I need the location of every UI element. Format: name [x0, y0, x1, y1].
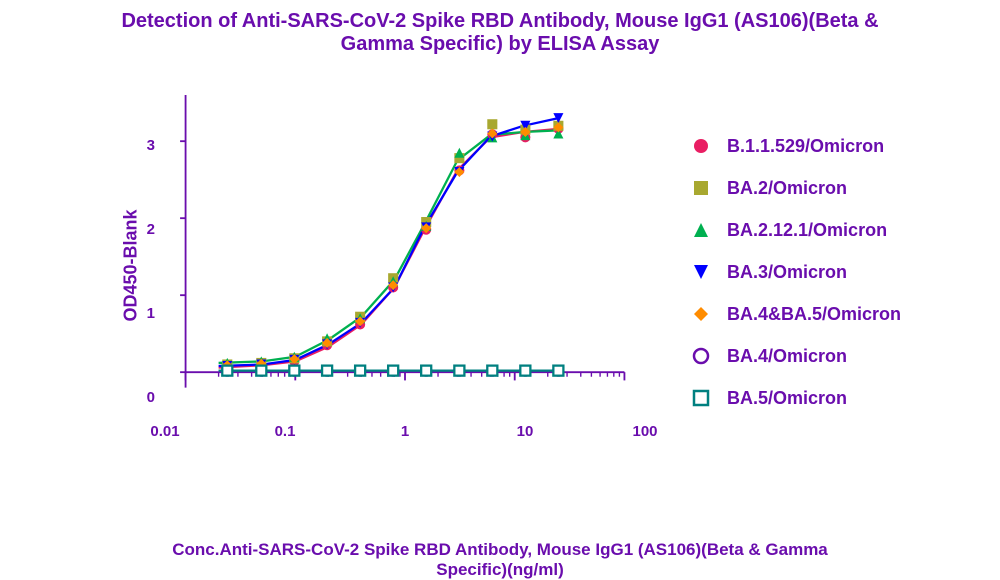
legend-label: BA.2/Omicron — [727, 178, 847, 199]
chart-container: Detection of Anti-SARS-CoV-2 Spike RBD A… — [0, 0, 1000, 565]
legend-marker-icon — [690, 345, 712, 367]
legend-marker-icon — [690, 303, 712, 325]
legend-item: BA.2/Omicron — [690, 177, 980, 199]
y-tick: 2 — [125, 221, 155, 238]
chart-title: Detection of Anti-SARS-CoV-2 Spike RBD A… — [0, 10, 1000, 56]
legend-marker-icon — [690, 135, 712, 157]
legend-marker-icon — [690, 177, 712, 199]
legend-item: BA.4/Omicron — [690, 345, 980, 367]
y-tick: 3 — [125, 137, 155, 154]
legend-label: BA.2.12.1/Omicron — [727, 220, 887, 241]
title-line-2: Gamma Specific) by ELISA Assay — [341, 33, 660, 55]
x-tick: 0.01 — [140, 423, 190, 440]
legend-label: BA.3/Omicron — [727, 262, 847, 283]
x-tick: 100 — [620, 423, 670, 440]
y-tick: 0 — [125, 389, 155, 406]
legend-item: BA.3/Omicron — [690, 261, 980, 283]
legend: B.1.1.529/Omicron BA.2/Omicron BA.2.12.1/O… — [690, 135, 980, 429]
legend-label: B.1.1.529/Omicron — [727, 136, 884, 157]
xlabel-line-2: Specific)(ng/ml) — [436, 560, 564, 579]
y-tick: 1 — [125, 305, 155, 322]
title-line-1: Detection of Anti-SARS-CoV-2 Spike RBD A… — [121, 10, 878, 32]
chart-area: OD450-Blank 0123 0.010.1110100 — [115, 95, 645, 445]
legend-item: BA.2.12.1/Omicron — [690, 219, 980, 241]
legend-label: BA.4&BA.5/Omicron — [727, 304, 901, 325]
xlabel-line-1: Conc.Anti-SARS-CoV-2 Spike RBD Antibody,… — [172, 540, 828, 559]
legend-item: BA.4&BA.5/Omicron — [690, 303, 980, 325]
legend-item: B.1.1.529/Omicron — [690, 135, 980, 157]
legend-label: BA.5/Omicron — [727, 388, 847, 409]
x-tick: 0.1 — [260, 423, 310, 440]
x-tick: 10 — [500, 423, 550, 440]
x-tick: 1 — [380, 423, 430, 440]
legend-marker-icon — [690, 261, 712, 283]
plot-svg — [165, 95, 645, 415]
legend-item: BA.5/Omicron — [690, 387, 980, 409]
legend-label: BA.4/Omicron — [727, 346, 847, 367]
legend-marker-icon — [690, 219, 712, 241]
x-axis-label: Conc.Anti-SARS-CoV-2 Spike RBD Antibody,… — [0, 540, 1000, 580]
legend-marker-icon — [690, 387, 712, 409]
